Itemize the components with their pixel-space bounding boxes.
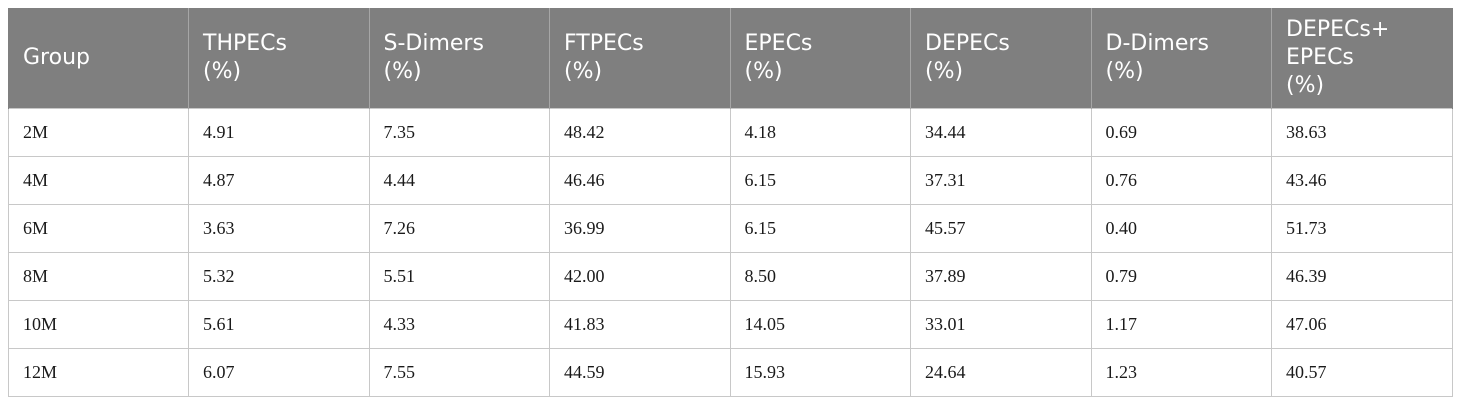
column-header: D-Dimers (%) — [1090, 8, 1272, 109]
table-cell: 7.55 — [368, 348, 550, 397]
table-cell: 36.99 — [549, 204, 731, 253]
header-row: Group THPECs (%) S-Dimers (%) FTPECs (%) EPECs (… — [8, 8, 1453, 109]
column-header: DEPECs+ EPECs (%) — [1271, 8, 1453, 109]
table-cell: 0.69 — [1090, 108, 1272, 157]
column-header-text: (%) — [925, 59, 964, 84]
table-cell: 4.87 — [188, 156, 370, 205]
table-cell: 5.51 — [368, 252, 550, 301]
column-header-text: FTPECs — [564, 31, 644, 56]
data-table-container: Group THPECs (%) S-Dimers (%) FTPECs (%) EPECs (… — [8, 8, 1453, 397]
table-cell: 0.76 — [1090, 156, 1272, 205]
table-row: 10M 5.61 4.33 41.83 14.05 33.01 1.17 47.06 — [8, 300, 1453, 349]
table-cell: 5.61 — [188, 300, 370, 349]
table-cell: 6.15 — [729, 156, 911, 205]
table-cell: 0.40 — [1090, 204, 1272, 253]
table-cell: 24.64 — [910, 348, 1092, 397]
table-cell: 48.42 — [549, 108, 731, 157]
row-group-cell: 8M — [8, 252, 189, 301]
table-cell: 34.44 — [910, 108, 1092, 157]
table-cell: 8.50 — [729, 252, 911, 301]
column-header: DEPECs (%) — [910, 8, 1092, 109]
table-cell: 46.46 — [549, 156, 731, 205]
table-cell: 3.63 — [188, 204, 370, 253]
table-row: 2M 4.91 7.35 48.42 4.18 34.44 0.69 38.63 — [8, 108, 1453, 157]
table-cell: 7.35 — [368, 108, 550, 157]
row-group-cell: 6M — [8, 204, 189, 253]
column-header-text: (%) — [564, 59, 603, 84]
row-group-cell: 10M — [8, 300, 189, 349]
column-header-text: DEPECs+ — [1286, 17, 1390, 42]
column-header-text: (%) — [1105, 59, 1144, 84]
table-row: 8M 5.32 5.51 42.00 8.50 37.89 0.79 46.39 — [8, 252, 1453, 301]
table-cell: 14.05 — [729, 300, 911, 349]
table-cell: 37.89 — [910, 252, 1092, 301]
table-cell: 6.07 — [188, 348, 370, 397]
table-header: Group THPECs (%) S-Dimers (%) FTPECs (%) EPECs (… — [8, 8, 1453, 109]
column-header-text: DEPECs — [925, 31, 1010, 56]
table-cell: 15.93 — [729, 348, 911, 397]
column-header-text: (%) — [383, 59, 422, 84]
column-header: FTPECs (%) — [549, 8, 731, 109]
row-group-cell: 12M — [8, 348, 189, 397]
table-cell: 38.63 — [1271, 108, 1453, 157]
table-cell: 41.83 — [549, 300, 731, 349]
table-body: 2M 4.91 7.35 48.42 4.18 34.44 0.69 38.63 4M 4.87 4… — [8, 108, 1453, 397]
table-cell: 0.79 — [1090, 252, 1272, 301]
table-cell: 42.00 — [549, 252, 731, 301]
table-cell: 7.26 — [368, 204, 550, 253]
table-cell: 33.01 — [910, 300, 1092, 349]
column-header-text: D-Dimers — [1105, 31, 1209, 56]
column-header-text: (%) — [1286, 73, 1325, 98]
table-cell: 37.31 — [910, 156, 1092, 205]
table-row: 4M 4.87 4.44 46.46 6.15 37.31 0.76 43.46 — [8, 156, 1453, 205]
table-cell: 51.73 — [1271, 204, 1453, 253]
table-cell: 4.91 — [188, 108, 370, 157]
table-cell: 1.23 — [1090, 348, 1272, 397]
table-cell: 45.57 — [910, 204, 1092, 253]
data-table: Group THPECs (%) S-Dimers (%) FTPECs (%) EPECs (… — [8, 8, 1453, 397]
row-group-cell: 2M — [8, 108, 189, 157]
table-row: 12M 6.07 7.55 44.59 15.93 24.64 1.23 40.57 — [8, 348, 1453, 397]
table-cell: 40.57 — [1271, 348, 1453, 397]
table-row: 6M 3.63 7.26 36.99 6.15 45.57 0.40 51.73 — [8, 204, 1453, 253]
table-cell: 6.15 — [729, 204, 911, 253]
column-header-text: (%) — [744, 59, 783, 84]
table-cell: 4.44 — [368, 156, 550, 205]
column-header: S-Dimers (%) — [368, 8, 550, 109]
table-cell: 44.59 — [549, 348, 731, 397]
row-group-cell: 4M — [8, 156, 189, 205]
column-header-text: EPECs — [1286, 45, 1354, 70]
table-cell: 43.46 — [1271, 156, 1453, 205]
column-header-text: (%) — [203, 59, 242, 84]
table-cell: 47.06 — [1271, 300, 1453, 349]
table-cell: 4.33 — [368, 300, 550, 349]
column-header: Group — [8, 8, 189, 109]
column-header-text: THPECs — [203, 31, 287, 56]
table-cell: 46.39 — [1271, 252, 1453, 301]
column-header-text: S-Dimers — [383, 31, 484, 56]
column-header-text: EPECs — [744, 31, 813, 56]
column-header: THPECs (%) — [188, 8, 370, 109]
table-cell: 1.17 — [1090, 300, 1272, 349]
table-cell: 4.18 — [729, 108, 911, 157]
table-cell: 5.32 — [188, 252, 370, 301]
column-header-text: Group — [23, 45, 90, 70]
column-header: EPECs (%) — [729, 8, 911, 109]
